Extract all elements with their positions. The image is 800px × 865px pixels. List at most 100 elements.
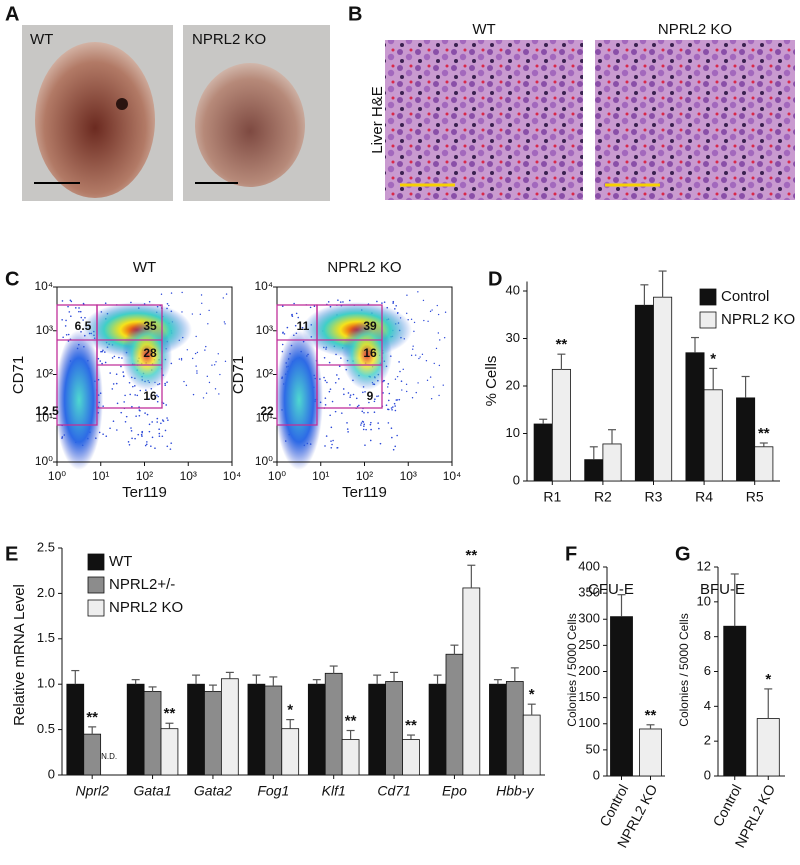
- event-dot: [422, 299, 425, 302]
- legend-label: WT: [109, 553, 132, 570]
- event-dot: [68, 311, 71, 313]
- event-dot: [393, 402, 396, 405]
- legend-swatch: [87, 576, 105, 594]
- bar: [341, 739, 360, 776]
- bar: [160, 728, 179, 776]
- event-dot: [324, 379, 327, 382]
- x-tick-label: Nprl2: [75, 783, 109, 799]
- bar: [522, 714, 541, 776]
- event-dot: [400, 380, 403, 382]
- event-dot: [199, 313, 202, 316]
- event-dot: [406, 312, 408, 315]
- event-dot: [135, 415, 137, 417]
- x-tick-label: Klf1: [322, 783, 346, 799]
- bar: [428, 683, 447, 776]
- event-dot: [281, 343, 284, 346]
- event-dot: [130, 427, 132, 429]
- event-dot: [438, 394, 440, 397]
- y-tick-label: 10²: [256, 367, 273, 381]
- event-dot: [337, 299, 339, 301]
- gate-value: 6.5: [75, 319, 92, 333]
- image-label: WT: [30, 31, 53, 48]
- event-dot: [111, 357, 114, 359]
- event-dot: [286, 326, 289, 329]
- event-dot: [136, 394, 139, 397]
- event-dot: [161, 419, 164, 421]
- event-dot: [134, 437, 136, 440]
- event-dot: [195, 335, 197, 338]
- panel-label: F: [565, 543, 577, 565]
- x-tick-label: 10⁰: [48, 469, 66, 483]
- bar: [324, 672, 343, 776]
- event-dot: [370, 421, 372, 424]
- event-dot: [208, 381, 211, 384]
- event-dot: [180, 359, 183, 361]
- y-axis-label: CD71: [10, 356, 27, 394]
- event-dot: [64, 325, 67, 327]
- event-dot: [291, 313, 293, 316]
- event-dot: [406, 294, 408, 296]
- annotation: N.D.: [101, 752, 117, 761]
- event-dot: [215, 361, 217, 363]
- bar: [281, 728, 300, 776]
- bar: [610, 616, 633, 777]
- event-dot: [394, 308, 396, 310]
- event-dot: [443, 337, 446, 339]
- y-tick-label: 10⁴: [34, 279, 53, 293]
- event-dot: [336, 447, 338, 449]
- event-dot: [118, 356, 120, 359]
- y-tick-label: 20: [506, 377, 520, 392]
- y-tick-label: 10⁰: [255, 454, 273, 468]
- event-dot: [151, 421, 153, 423]
- x-tick-label: R5: [746, 489, 764, 505]
- x-axis-label: Ter119: [122, 484, 167, 501]
- event-dot: [392, 302, 394, 304]
- event-dot: [336, 374, 338, 376]
- event-dot: [120, 365, 122, 368]
- annotation: **: [405, 717, 417, 734]
- x-tick-label: 10⁴: [223, 469, 242, 483]
- event-dot: [324, 404, 327, 406]
- event-dot: [200, 294, 203, 296]
- event-dot: [145, 443, 148, 446]
- event-dot: [356, 405, 359, 408]
- density: [275, 330, 323, 470]
- event-dot: [123, 401, 125, 403]
- event-dot: [67, 333, 70, 336]
- bar: [723, 625, 747, 777]
- event-dot: [377, 395, 380, 397]
- event-dot: [323, 376, 325, 379]
- event-dot: [328, 361, 331, 364]
- event-dot: [191, 357, 194, 360]
- x-tick-label: Gata2: [194, 783, 232, 799]
- bar: [385, 681, 403, 776]
- event-dot: [412, 345, 414, 347]
- y-tick-label: 10¹: [256, 410, 273, 424]
- event-dot: [181, 291, 183, 294]
- event-dot: [166, 417, 168, 419]
- event-dot: [195, 365, 197, 367]
- event-dot: [186, 349, 189, 351]
- y-tick-label: 40: [506, 282, 520, 297]
- annotation: **: [645, 707, 657, 724]
- bar: [126, 683, 145, 776]
- y-tick-label: 10³: [256, 323, 273, 337]
- event-dot: [207, 323, 209, 325]
- event-dot: [348, 299, 351, 302]
- event-dot: [329, 414, 331, 417]
- event-dot: [293, 302, 295, 305]
- event-dot: [439, 339, 441, 341]
- event-dot: [419, 356, 421, 358]
- event-dot: [112, 383, 115, 385]
- y-tick-label: 1.5: [37, 630, 55, 645]
- y-tick-label: 0: [513, 472, 520, 487]
- x-tick-label: R2: [594, 489, 612, 505]
- bar: [307, 683, 326, 776]
- y-tick-label: 0: [48, 766, 55, 781]
- event-dot: [417, 291, 419, 293]
- y-tick-label: 30: [506, 330, 520, 345]
- y-tick-label: 0.5: [37, 721, 55, 736]
- panel-label: A: [5, 3, 19, 25]
- event-dot: [109, 372, 111, 374]
- x-tick-label: Gata1: [133, 783, 171, 799]
